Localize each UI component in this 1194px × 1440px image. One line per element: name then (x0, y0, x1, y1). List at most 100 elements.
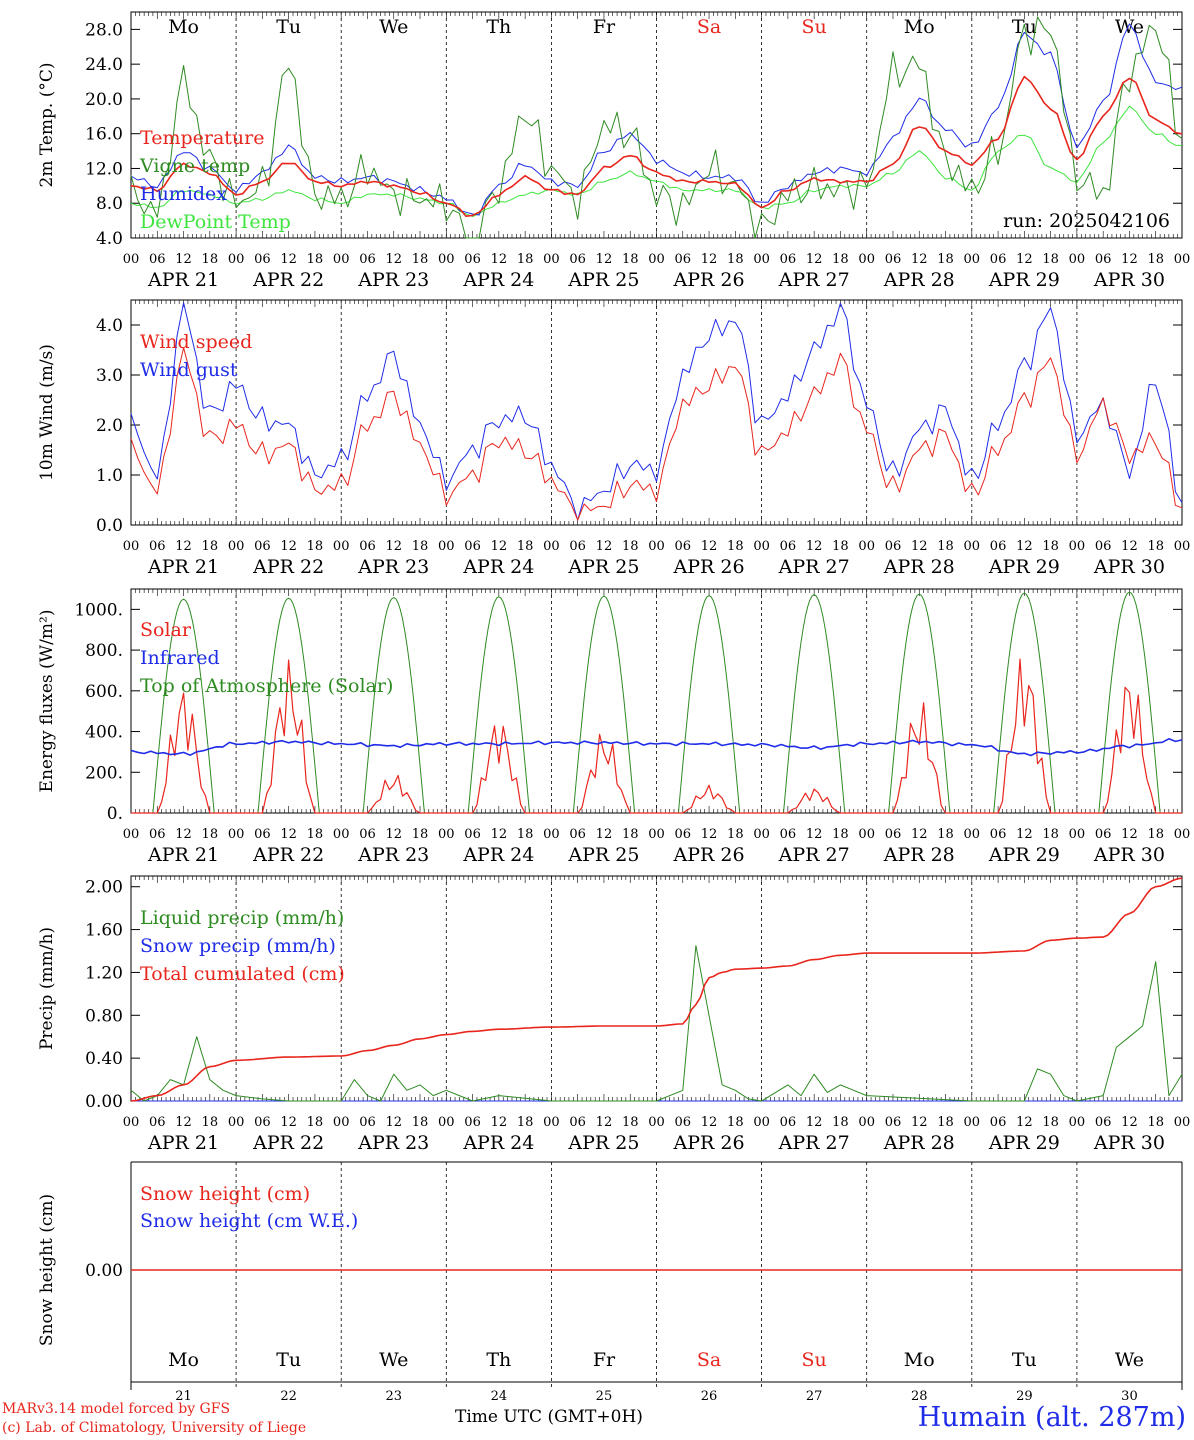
series-line-dewpoint-temp (130, 105, 1183, 218)
x-tick-label: 00 (333, 1115, 350, 1130)
legend-entry: Total cumulated (cm) (140, 963, 345, 985)
date-label: APR 28 (883, 269, 955, 291)
day-number-label: 25 (596, 1389, 613, 1404)
x-tick-label: 18 (937, 1115, 954, 1130)
date-label: APR 28 (883, 1132, 955, 1154)
day-number-label: 30 (1121, 1389, 1138, 1404)
date-label: APR 25 (567, 1132, 639, 1154)
date-label: APR 30 (1093, 556, 1165, 578)
x-tick-label: 06 (254, 827, 271, 842)
date-label: APR 21 (147, 269, 219, 291)
x-tick-label: 18 (202, 827, 219, 842)
y-tick-label: 800. (85, 641, 123, 661)
x-tick-label: 12 (1121, 539, 1138, 554)
y-tick-label: 0.0 (96, 516, 123, 536)
day-name-label: Th (486, 16, 511, 38)
x-tick-label: 00 (123, 539, 140, 554)
y-tick-label: 4.0 (96, 229, 123, 249)
x-tick-label: 06 (359, 827, 376, 842)
x-tick-label: 12 (701, 1115, 718, 1130)
x-tick-label: 06 (359, 539, 376, 554)
x-tick-label: 06 (149, 1115, 166, 1130)
y-tick-label: 400. (85, 723, 123, 743)
y-axis-label: Snow height (cm) (37, 1194, 57, 1346)
day-number-label: 27 (806, 1389, 823, 1404)
day-name-label: We (1115, 1349, 1144, 1371)
series-line-infrared (130, 737, 1183, 757)
x-tick-label: 06 (569, 252, 586, 267)
x-tick-label: 06 (464, 1115, 481, 1130)
x-tick-label: 00 (123, 827, 140, 842)
x-tick-label: 06 (569, 539, 586, 554)
date-label: APR 22 (252, 556, 324, 578)
x-tick-label: 06 (1095, 539, 1112, 554)
y-tick-label: 28.0 (85, 20, 123, 40)
legend-entry: Liquid precip (mm/h) (140, 907, 344, 929)
date-label: APR 30 (1093, 269, 1165, 291)
x-tick-label: 00 (1069, 827, 1086, 842)
x-tick-label: 12 (491, 252, 508, 267)
x-tick-label: 00 (648, 1115, 665, 1130)
legend-entry: DewPoint Temp (140, 211, 291, 233)
x-tick-label: 18 (622, 539, 639, 554)
x-tick-label: 00 (858, 539, 875, 554)
x-tick-label: 12 (175, 827, 192, 842)
x-tick-label: 12 (385, 252, 402, 267)
x-tick-label: 18 (202, 252, 219, 267)
x-tick-label: 12 (491, 827, 508, 842)
day-number-label: 26 (701, 1389, 718, 1404)
x-tick-label: 18 (412, 1115, 429, 1130)
y-tick-label: 16.0 (85, 125, 123, 145)
x-tick-label: 12 (1016, 252, 1033, 267)
day-name-label: Fr (593, 1349, 616, 1371)
legend-entry: Snow precip (mm/h) (140, 935, 336, 957)
y-tick-label: 24.0 (85, 55, 123, 75)
x-tick-label: 18 (832, 539, 849, 554)
x-tick-label: 06 (254, 252, 271, 267)
x-tick-label: 06 (780, 827, 797, 842)
x-tick-label: 18 (1042, 252, 1059, 267)
y-axis-label: Energy fluxes (W/m²) (37, 610, 57, 793)
x-tick-label: 12 (806, 1115, 823, 1130)
x-tick-label: 12 (596, 1115, 613, 1130)
date-label: APR 29 (988, 556, 1060, 578)
date-label: APR 23 (357, 1132, 429, 1154)
legend-entry: Wind speed (140, 331, 252, 353)
y-tick-label: 1.20 (85, 963, 123, 983)
x-tick-label: 00 (753, 252, 770, 267)
x-tick-label: 18 (727, 827, 744, 842)
x-tick-label: 00 (543, 827, 560, 842)
x-tick-label: 00 (228, 827, 245, 842)
x-tick-label: 12 (911, 252, 928, 267)
series-line-liquid-precip (130, 945, 1183, 1102)
y-axis-label: 2m Temp. (°C) (37, 62, 57, 187)
y-tick-label: 12.0 (85, 159, 123, 179)
date-label: APR 21 (147, 556, 219, 578)
day-name-label: Mo (904, 1349, 935, 1371)
x-tick-label: 00 (648, 827, 665, 842)
x-tick-label: 12 (911, 827, 928, 842)
date-label: APR 24 (462, 556, 534, 578)
y-tick-label: 0.00 (85, 1092, 123, 1112)
x-tick-label: 18 (727, 1115, 744, 1130)
x-tick-label: 06 (149, 252, 166, 267)
x-tick-label: 00 (858, 1115, 875, 1130)
day-number-label: 29 (1016, 1389, 1033, 1404)
x-tick-label: 12 (806, 252, 823, 267)
x-tick-label: 00 (543, 252, 560, 267)
x-tick-label: 18 (307, 252, 324, 267)
x-tick-label: 06 (990, 827, 1007, 842)
y-tick-label: 1.0 (96, 466, 123, 486)
date-label: APR 23 (357, 844, 429, 866)
x-tick-label: 00 (964, 1115, 981, 1130)
x-tick-label: 18 (727, 539, 744, 554)
x-tick-label: 06 (464, 252, 481, 267)
series-line-temperature (130, 75, 1183, 217)
date-label: APR 28 (883, 844, 955, 866)
x-tick-label: 12 (806, 539, 823, 554)
x-tick-label: 18 (937, 539, 954, 554)
y-axis-label: 10m Wind (m/s) (37, 344, 57, 481)
y-tick-label: 4.0 (96, 316, 123, 336)
date-label: APR 23 (357, 556, 429, 578)
day-number-label: 21 (175, 1389, 192, 1404)
